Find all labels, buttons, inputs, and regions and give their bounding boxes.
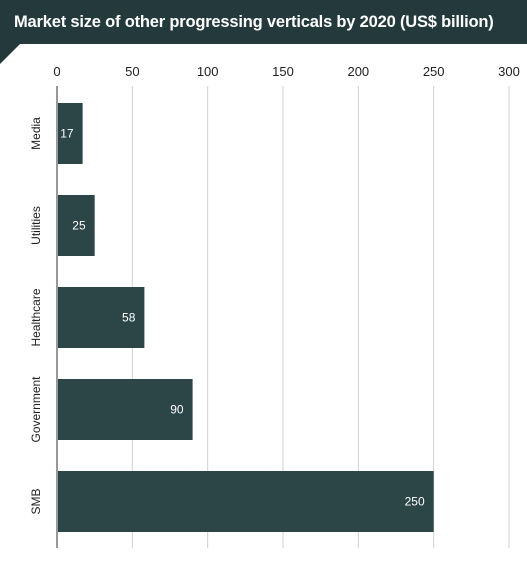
bar-value-label: 250 [405, 495, 425, 509]
x-axis-ticks: 0 50 100 150 200 250 300 [53, 64, 519, 79]
bar-value-label: 17 [60, 127, 74, 141]
x-tick-label: 0 [53, 64, 60, 79]
bar-healthcare [58, 287, 145, 348]
bars: 17 25 58 90 250 [58, 103, 434, 532]
category-label: SMB [29, 488, 43, 514]
bar-media [58, 103, 83, 164]
x-tick-label: 200 [347, 64, 369, 79]
x-tick-label: 100 [197, 64, 219, 79]
x-tick-label: 50 [125, 64, 139, 79]
chart-title-banner: Market size of other progressing vertica… [0, 0, 527, 44]
bar-government [58, 379, 193, 440]
y-axis-category-labels: Media Utilities Healthcare Government SMB [29, 117, 43, 515]
category-label: Government [29, 376, 43, 443]
banner-fold-decoration [0, 44, 20, 64]
x-tick-label: 150 [272, 64, 294, 79]
x-tick-label: 300 [498, 64, 520, 79]
bar-utilities [58, 195, 95, 256]
category-label: Media [29, 117, 43, 150]
x-tick-label: 250 [423, 64, 445, 79]
bar-value-label: 90 [170, 403, 184, 417]
bar-value-label: 58 [122, 311, 136, 325]
bar-value-label: 25 [72, 219, 86, 233]
category-label: Utilities [29, 206, 43, 245]
bar-smb [58, 471, 434, 532]
category-label: Healthcare [29, 288, 43, 346]
chart-title: Market size of other progressing vertica… [14, 12, 494, 31]
